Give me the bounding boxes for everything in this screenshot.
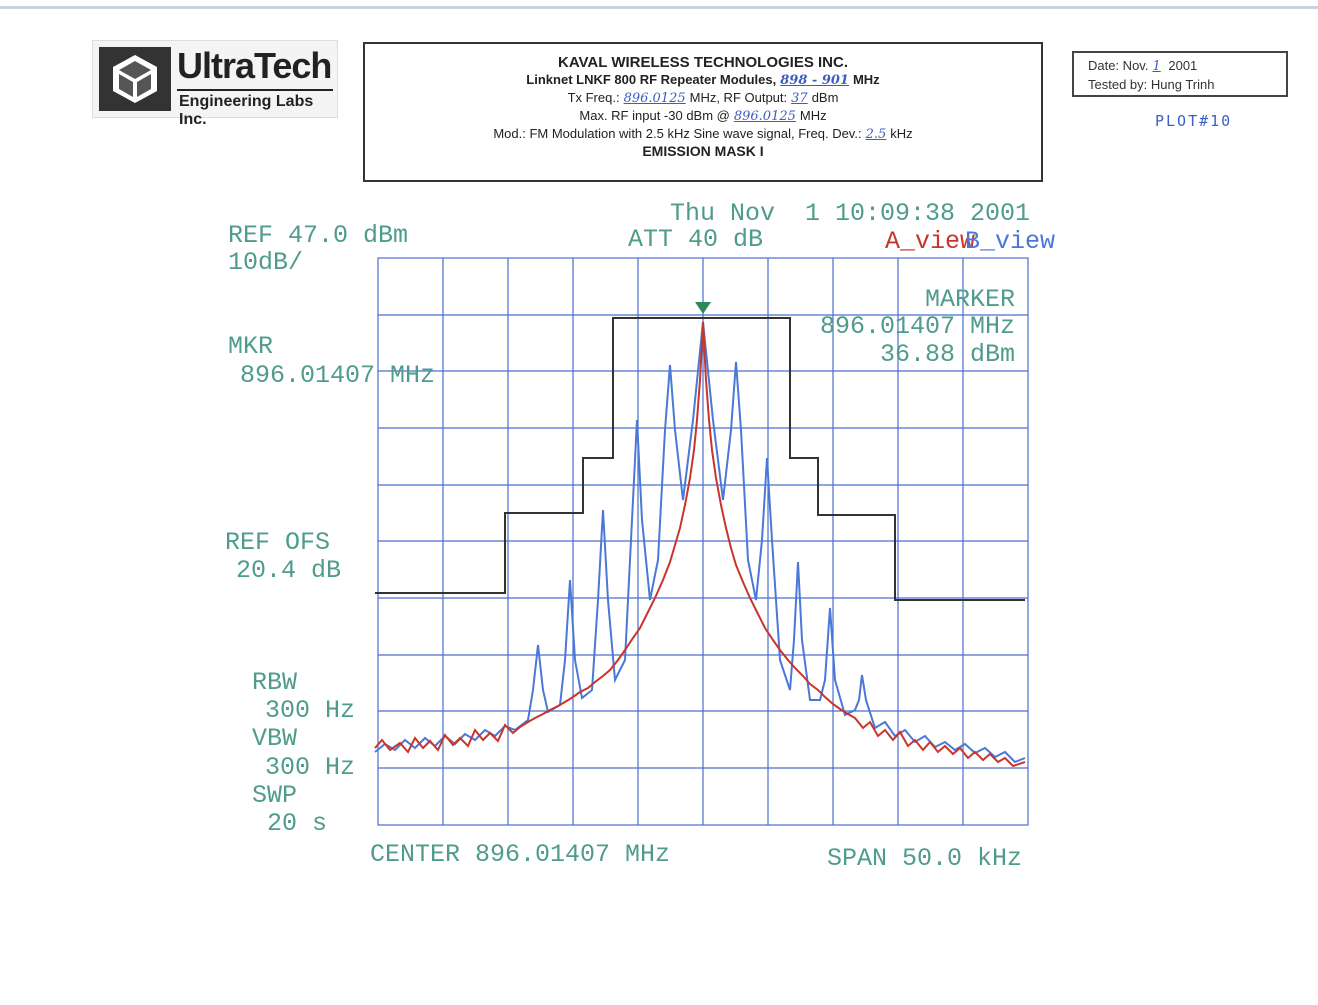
- unit: MHz: [852, 72, 880, 87]
- unit: dBm: [811, 90, 839, 105]
- grid: [377, 257, 1029, 826]
- text: Linknet LNKF 800 RF Repeater Modules,: [526, 72, 777, 87]
- vbw-value: 300 Hz: [265, 753, 355, 782]
- attenuation: ATT 40 dB: [628, 225, 763, 254]
- title-block: KAVAL WIRELESS TECHNOLOGIES INC. Linknet…: [363, 42, 1043, 182]
- mod-line: Mod.: FM Modulation with 2.5 kHz Sine wa…: [365, 125, 1041, 143]
- a-view: A_view: [885, 227, 975, 256]
- handwritten: 896.0125: [733, 109, 796, 124]
- text: Max. RF input -30 dBm @: [579, 108, 730, 123]
- mkr-value: 896.01407 MHz: [240, 361, 435, 390]
- logo: UltraTech Engineering Labs Inc.: [92, 40, 338, 128]
- company: KAVAL WIRELESS TECHNOLOGIES INC.: [557, 54, 849, 71]
- center-freq: CENTER 896.01407 MHz: [370, 840, 670, 869]
- span: SPAN 50.0 kHz: [827, 844, 1022, 873]
- rbw-label: RBW: [252, 668, 297, 697]
- text: Tested by:: [1088, 77, 1148, 92]
- unit: kHz: [890, 126, 913, 141]
- text: MHz, RF Output:: [689, 90, 788, 105]
- ref-ofs-label: REF OFS: [225, 528, 330, 557]
- text: Hung Trinh: [1150, 77, 1215, 92]
- date-box: Date: Nov. 1 2001 Tested by: Hung Trinh: [1072, 51, 1288, 97]
- marker-title: MARKER: [925, 285, 1015, 314]
- date: Date: Nov. 1 2001: [1088, 57, 1272, 76]
- handwritten: 896.0125: [623, 91, 686, 106]
- handwritten: 898 - 901: [780, 73, 849, 88]
- text: Mod.: FM Modulation with 2.5 kHz Sine wa…: [493, 126, 862, 141]
- trace-a: [374, 321, 1026, 768]
- plot-note: PLOT#10: [1155, 112, 1233, 130]
- logo-icon: [99, 47, 171, 111]
- emission-mask: [375, 317, 1025, 601]
- ref-ofs-value: 20.4 dB: [236, 556, 341, 585]
- text: Date: Nov.: [1088, 58, 1149, 73]
- freq-line: Linknet LNKF 800 RF Repeater Modules, 898…: [365, 71, 1041, 89]
- ref-level: REF 47.0 dBm: [228, 221, 408, 250]
- scale: 10dB/: [228, 248, 303, 277]
- handwritten: 2.5: [865, 127, 887, 142]
- timestamp: Thu Nov 1 10:09:38 2001: [670, 199, 1030, 228]
- mask-title: EMISSION MASK I: [642, 143, 764, 159]
- unit: MHz: [799, 108, 827, 123]
- handwritten: 1: [1152, 59, 1161, 74]
- vbw-label: VBW: [252, 724, 297, 753]
- rbw-value: 300 Hz: [265, 696, 355, 725]
- marker-level: 36.88 dBm: [880, 340, 1015, 369]
- marker-icon: [695, 302, 711, 314]
- handwritten: 37: [791, 91, 808, 106]
- logo-rule: [177, 89, 333, 91]
- tested-by: Tested by: Hung Trinh: [1088, 76, 1272, 94]
- input-line: Max. RF input -30 dBm @896.0125 MHz: [365, 107, 1041, 125]
- tx-line: Tx Freq.: 896.0125 MHz, RF Output: 37 dBm: [365, 89, 1041, 107]
- swp-label: SWP: [252, 781, 297, 810]
- b-view: B_view: [965, 227, 1055, 256]
- swp-value: 20 s: [267, 809, 327, 838]
- logo-subtitle: Engineering Labs Inc.: [179, 93, 314, 128]
- logo-name: UltraTech: [177, 45, 332, 86]
- text: 2001: [1168, 58, 1198, 73]
- scan-edge: [0, 6, 1318, 9]
- marker-freq: 896.01407 MHz: [820, 312, 1015, 341]
- text: Tx Freq.:: [567, 90, 620, 105]
- mkr-label: MKR: [228, 332, 273, 361]
